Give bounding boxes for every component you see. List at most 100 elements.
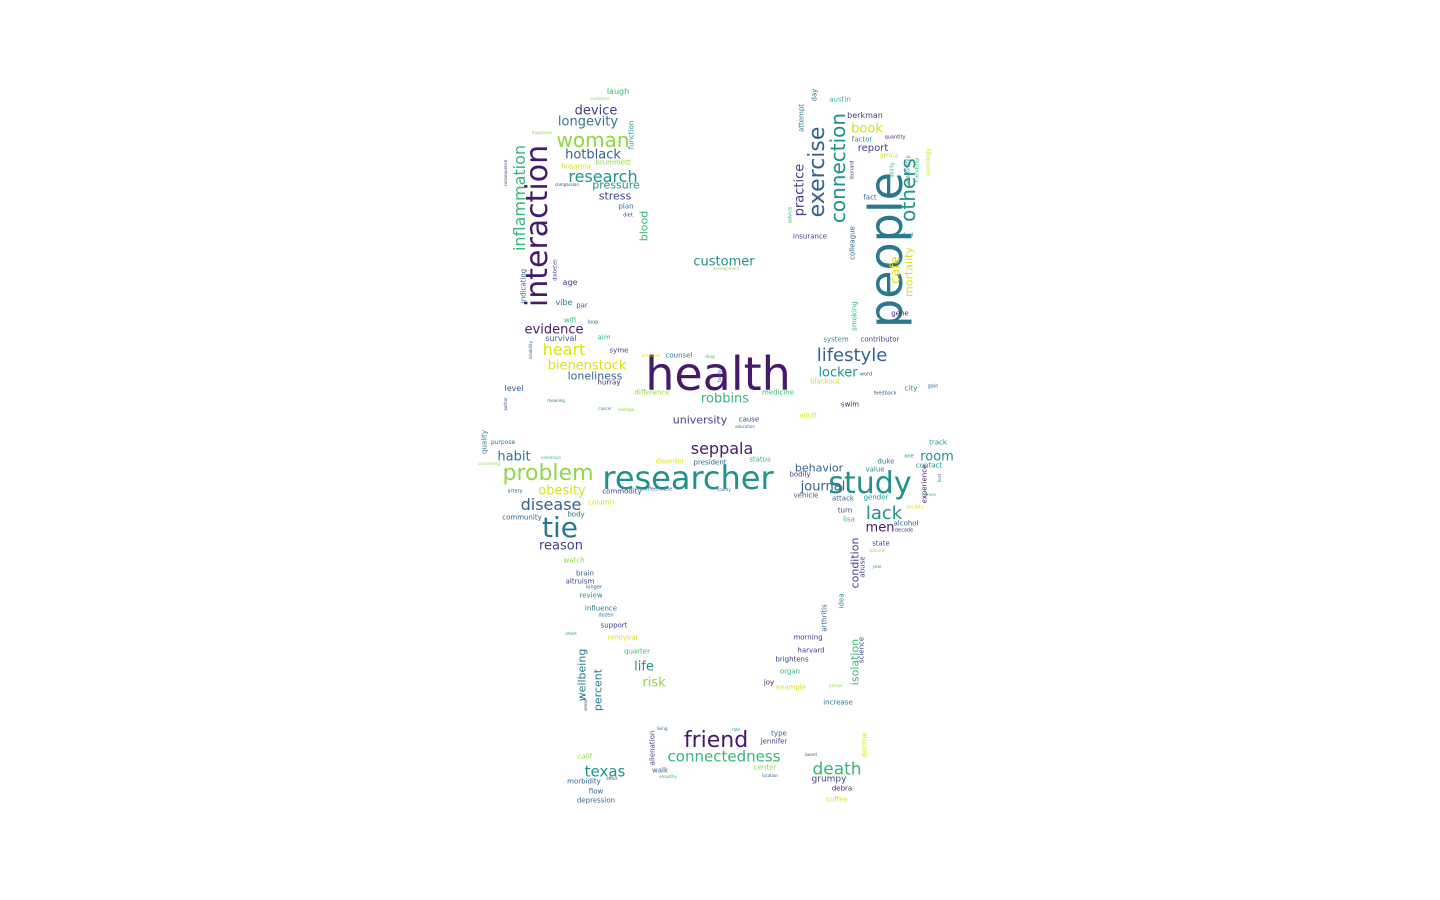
word: alcohol bbox=[893, 519, 919, 528]
word: health bbox=[645, 347, 791, 401]
word: attack bbox=[832, 494, 854, 503]
word: sense bbox=[583, 699, 588, 711]
word: debra bbox=[831, 784, 853, 793]
word: development bbox=[712, 266, 740, 271]
word: evidence bbox=[524, 322, 584, 338]
word: disease bbox=[520, 495, 582, 514]
word: robbins bbox=[700, 391, 750, 407]
word: morbidity bbox=[567, 777, 601, 786]
word: status bbox=[749, 455, 771, 464]
word: pressure bbox=[592, 178, 640, 192]
word: problem bbox=[502, 461, 594, 486]
word: arthritis bbox=[820, 604, 829, 632]
word: damage bbox=[617, 407, 635, 412]
word: sociology bbox=[925, 147, 932, 177]
word: calif bbox=[577, 752, 593, 761]
word: alienation bbox=[648, 730, 657, 766]
word: customer bbox=[590, 96, 610, 101]
word: vehicle bbox=[793, 491, 819, 500]
word: university bbox=[672, 413, 728, 427]
word: longevity bbox=[557, 114, 619, 130]
word: habit bbox=[497, 449, 531, 465]
word: difference bbox=[634, 388, 670, 397]
word: meaning bbox=[547, 398, 565, 403]
word: practice bbox=[792, 163, 808, 217]
word: brightens bbox=[775, 655, 809, 664]
word: hotblack bbox=[565, 147, 621, 163]
word: experience bbox=[920, 464, 929, 504]
word: review bbox=[579, 591, 603, 600]
word: par bbox=[576, 301, 588, 310]
word: effect bbox=[606, 776, 618, 781]
word: board bbox=[805, 752, 817, 757]
word: syme bbox=[609, 346, 629, 355]
word: coffeehouse bbox=[641, 486, 673, 493]
word: hurray bbox=[597, 378, 621, 387]
word: age bbox=[562, 278, 578, 287]
word: function bbox=[627, 120, 636, 150]
word: heart bbox=[542, 340, 586, 359]
word: woman bbox=[556, 128, 630, 152]
word: location bbox=[762, 773, 778, 778]
word: behavior bbox=[794, 461, 844, 475]
word: value bbox=[865, 465, 885, 474]
word: brain bbox=[576, 569, 594, 578]
word: relationship bbox=[905, 155, 912, 185]
word: happiness bbox=[531, 130, 553, 135]
word: living bbox=[656, 726, 668, 731]
word: life bbox=[634, 659, 654, 675]
word: obesity bbox=[538, 483, 586, 499]
word: disability bbox=[528, 341, 533, 359]
word: president bbox=[693, 458, 727, 467]
word: smoking bbox=[850, 301, 859, 331]
word: austin bbox=[829, 95, 851, 104]
word: death bbox=[812, 759, 862, 780]
word: study bbox=[828, 466, 912, 501]
word: ability bbox=[889, 162, 896, 178]
word: blackout bbox=[810, 377, 840, 386]
word: author bbox=[503, 397, 508, 411]
word: level bbox=[504, 384, 524, 393]
word: colleague bbox=[848, 226, 857, 260]
word: morning bbox=[793, 633, 823, 642]
word: texas bbox=[584, 762, 626, 781]
word: dozen bbox=[598, 612, 614, 619]
word: family bbox=[717, 369, 722, 383]
word: bodily bbox=[789, 470, 811, 479]
word: city bbox=[904, 384, 918, 393]
word: adult bbox=[799, 411, 817, 420]
word: lifestyle bbox=[816, 345, 888, 366]
word: support bbox=[600, 621, 628, 630]
word: seppala bbox=[690, 439, 754, 458]
word: friend bbox=[683, 728, 749, 753]
word: drug bbox=[705, 354, 715, 359]
word: jennifer bbox=[760, 737, 788, 746]
word: duke bbox=[877, 457, 895, 466]
word: friendship bbox=[914, 157, 921, 183]
word: community bbox=[502, 513, 542, 522]
word: increase bbox=[823, 698, 853, 707]
word: organ bbox=[779, 667, 801, 676]
word: bienenstock bbox=[547, 358, 627, 374]
word: commodity bbox=[602, 487, 642, 496]
word: idea bbox=[837, 593, 846, 609]
word: aim bbox=[597, 333, 611, 342]
word: watch bbox=[563, 556, 585, 565]
word: report bbox=[857, 143, 889, 154]
word: medicine bbox=[761, 388, 795, 397]
word: gender bbox=[863, 493, 889, 502]
word: quarter bbox=[624, 647, 650, 656]
word: men bbox=[865, 520, 895, 536]
word: walk bbox=[651, 766, 669, 775]
word: insurance bbox=[792, 232, 828, 241]
word: brummett bbox=[595, 158, 631, 167]
word: rate bbox=[731, 727, 741, 732]
word: turn bbox=[837, 506, 853, 515]
word: empathy bbox=[659, 774, 677, 779]
word: unmerson bbox=[540, 455, 562, 460]
word: research bbox=[568, 167, 638, 186]
word: swim bbox=[840, 400, 860, 409]
word: stanford bbox=[892, 232, 914, 239]
word: lack bbox=[865, 503, 903, 524]
